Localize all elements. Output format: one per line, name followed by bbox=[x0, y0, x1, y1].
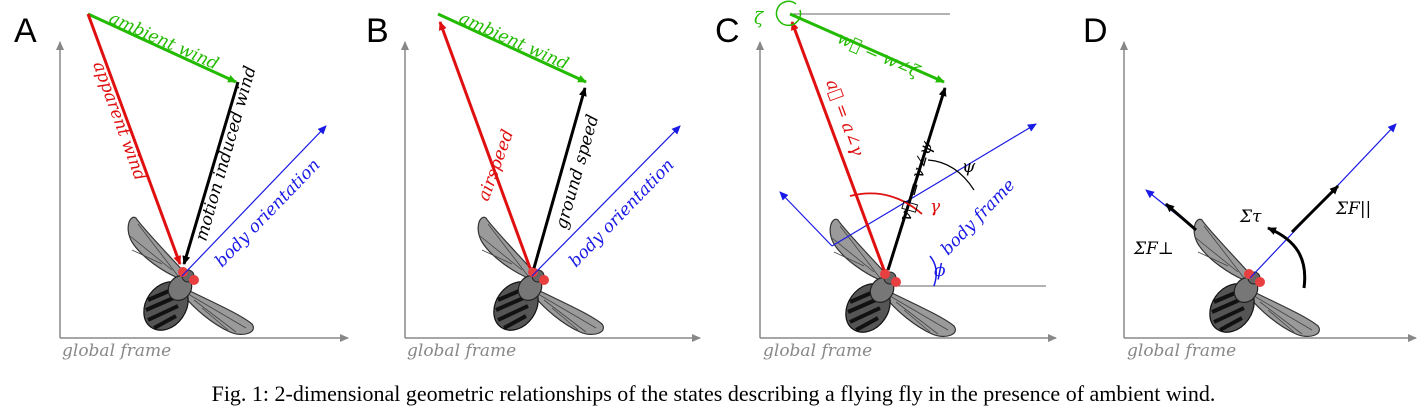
psi-label: ψ bbox=[962, 157, 976, 177]
panel-d: D global frame ΣF⊥ Στ ΣF|| bbox=[1083, 12, 1417, 361]
wind-label: ambient wind bbox=[456, 8, 572, 74]
body-frame-label: body frame bbox=[937, 175, 1019, 259]
frame-label: global frame bbox=[763, 341, 872, 361]
zeta-label: ζ bbox=[754, 9, 765, 29]
gamma-label: γ bbox=[930, 197, 941, 217]
wind-vector-label: w⃗ = w∠ζ bbox=[834, 28, 924, 83]
wind-vector-arrow bbox=[789, 12, 945, 84]
body-orientation-arrow bbox=[531, 125, 681, 277]
apparent-wind-label: apparent wind bbox=[88, 59, 150, 184]
body-orientation-arrow bbox=[181, 125, 327, 277]
frame-label: global frame bbox=[62, 341, 171, 361]
parallel-force-arrow bbox=[1290, 184, 1340, 234]
phi-angle-arc bbox=[929, 255, 937, 287]
wind-label: ambient wind bbox=[106, 8, 222, 74]
panel-c: C global frame w⃗ = w∠ζ a⃗ = a∠γ v⃗ = v∠… bbox=[715, 0, 1057, 361]
panel-letter-a: A bbox=[14, 12, 37, 50]
ground-velocity-vector-arrow bbox=[886, 87, 947, 271]
phi-label: ϕ bbox=[934, 261, 946, 281]
zeta-angle-arc bbox=[775, 0, 802, 27]
panel-letter-d: D bbox=[1083, 12, 1108, 50]
motion-induced-wind-arrow bbox=[182, 81, 240, 265]
figure-caption: Fig. 1: 2-dimensional geometric relation… bbox=[211, 381, 1216, 406]
panel-b: B global frame ambient wind airspeed gro… bbox=[366, 8, 701, 361]
parallel-force-label: ΣF|| bbox=[1335, 199, 1371, 219]
panel-letter-b: B bbox=[366, 12, 389, 50]
fly-icon bbox=[1192, 217, 1322, 343]
torque-arrow bbox=[1267, 226, 1307, 289]
body-frame-perpendicular-arrow bbox=[779, 191, 833, 247]
frame-label: global frame bbox=[407, 341, 516, 361]
airspeed-arrow bbox=[438, 21, 532, 269]
ground-speed-arrow bbox=[532, 87, 587, 269]
frame-label: global frame bbox=[1127, 341, 1236, 361]
torque-label: Στ bbox=[1239, 207, 1262, 227]
airspeed-label: airspeed bbox=[474, 127, 518, 204]
ambient-wind-arrow bbox=[437, 12, 587, 84]
panel-letter-c: C bbox=[715, 12, 740, 50]
perpendicular-force-arrow bbox=[1165, 202, 1197, 232]
panel-a: A global frame ambient wind apparent win… bbox=[14, 8, 349, 361]
perpendicular-force-label: ΣF⊥ bbox=[1133, 239, 1174, 259]
fly-icon bbox=[476, 215, 606, 341]
ground-speed-label: ground speed bbox=[552, 112, 604, 231]
ambient-wind-arrow bbox=[87, 12, 237, 84]
airspeed-vector-arrow bbox=[790, 21, 886, 271]
apparent-wind-arrow bbox=[86, 13, 182, 265]
gamma-angle-arc bbox=[849, 192, 923, 215]
psi-angle-arc bbox=[927, 159, 975, 191]
